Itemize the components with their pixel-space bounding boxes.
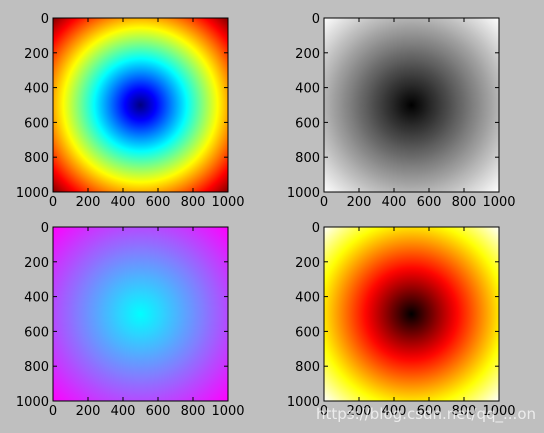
- x-tick-label: 200: [347, 195, 372, 210]
- y-tick-label: 800: [24, 151, 49, 166]
- x-tick-label: 1000: [211, 195, 244, 210]
- y-tick-label: 800: [295, 360, 320, 375]
- x-tick-label: 1000: [482, 195, 515, 210]
- y-tick-label: 200: [295, 47, 320, 62]
- y-tick-label: 400: [24, 291, 49, 306]
- x-tick-label: 800: [181, 195, 206, 210]
- heatmap-image-jet: [53, 18, 228, 192]
- x-tick-label: 200: [76, 404, 101, 419]
- heatmap-image-hot: [324, 227, 499, 401]
- x-tick-label: 0: [320, 195, 328, 210]
- y-tick-label: 600: [295, 325, 320, 340]
- y-tick-label: 800: [295, 151, 320, 166]
- x-tick-label: 400: [111, 195, 136, 210]
- heatmap-image-gray: [324, 18, 499, 192]
- x-tick-label: 200: [347, 404, 372, 419]
- axes-frame: [52, 17, 229, 193]
- x-tick-label: 400: [382, 404, 407, 419]
- x-tick-label: 400: [382, 195, 407, 210]
- x-tick-label: 800: [452, 404, 477, 419]
- axes-frame: [323, 17, 500, 193]
- y-tick-label: 800: [24, 360, 49, 375]
- y-tick-label: 600: [24, 325, 49, 340]
- x-tick-label: 400: [111, 404, 136, 419]
- y-tick-label: 200: [24, 256, 49, 271]
- y-tick-label: 400: [295, 82, 320, 97]
- x-tick-label: 1000: [482, 404, 515, 419]
- y-tick-label: 600: [295, 116, 320, 131]
- axes-frame: [323, 226, 500, 402]
- y-tick-label: 400: [24, 82, 49, 97]
- y-tick-label: 400: [295, 291, 320, 306]
- y-tick-label: 0: [312, 12, 320, 27]
- y-tick-label: 1000: [287, 395, 320, 410]
- heatmap-image-cool: [53, 227, 228, 401]
- x-tick-label: 600: [146, 195, 171, 210]
- x-tick-label: 800: [181, 404, 206, 419]
- y-tick-label: 1000: [16, 186, 49, 201]
- y-tick-label: 200: [24, 47, 49, 62]
- x-tick-label: 0: [49, 195, 57, 210]
- x-tick-label: 0: [49, 404, 57, 419]
- y-tick-label: 0: [41, 221, 49, 236]
- x-tick-label: 600: [417, 195, 442, 210]
- x-tick-label: 0: [320, 404, 328, 419]
- y-tick-label: 1000: [287, 186, 320, 201]
- x-tick-label: 600: [146, 404, 171, 419]
- y-tick-label: 200: [295, 256, 320, 271]
- y-tick-label: 0: [41, 12, 49, 27]
- y-tick-label: 1000: [16, 395, 49, 410]
- x-tick-label: 600: [417, 404, 442, 419]
- x-tick-label: 1000: [211, 404, 244, 419]
- watermark-text: https://blog.csdn.net/qq_...on: [316, 405, 536, 423]
- y-tick-label: 600: [24, 116, 49, 131]
- y-tick-label: 0: [312, 221, 320, 236]
- axes-frame: [52, 226, 229, 402]
- x-tick-label: 200: [76, 195, 101, 210]
- x-tick-label: 800: [452, 195, 477, 210]
